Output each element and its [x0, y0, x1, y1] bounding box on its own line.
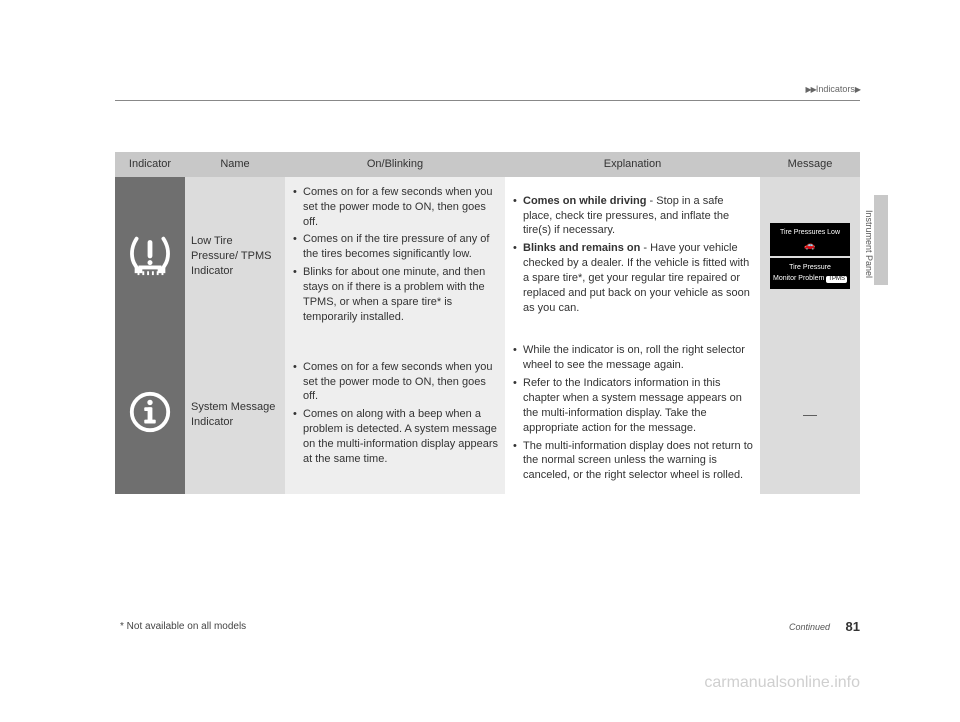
tpms-icon: [127, 231, 173, 277]
side-tab: [874, 195, 888, 285]
col-header-name: Name: [185, 152, 285, 177]
list-item: Comes on if the tire pressure of any of …: [293, 232, 499, 262]
tpms-label-icon: TPMS: [826, 276, 847, 283]
col-header-message: Message: [760, 152, 860, 177]
car-icon: 🚗: [772, 240, 848, 251]
chevron-icon: ▶▶: [806, 85, 816, 94]
col-header-explanation: Explanation: [505, 152, 760, 177]
message-box-monitor-problem: Tire Pressure Monitor Problem TPMS: [770, 258, 850, 289]
list-item: Comes on for a few seconds when you set …: [293, 360, 499, 405]
list-item: The multi-information display does not r…: [513, 439, 754, 484]
list-item: Comes on while driving - Stop in a safe …: [513, 194, 754, 239]
indicators-table: Indicator Name On/Blinking Explanation M…: [115, 152, 860, 494]
explanation-cell: While the indicator is on, roll the righ…: [505, 335, 760, 494]
table-header-row: Indicator Name On/Blinking Explanation M…: [115, 152, 860, 177]
list-item: While the indicator is on, roll the righ…: [513, 343, 754, 373]
chevron-icon: ▶: [855, 85, 860, 94]
list-item: Comes on along with a beep when a proble…: [293, 407, 499, 466]
table-row: Low Tire Pressure/ TPMS Indicator Comes …: [115, 177, 860, 336]
continued-label: Continued: [789, 622, 830, 632]
col-header-onblinking: On/Blinking: [285, 152, 505, 177]
message-box-low-pressure: Tire Pressures Low 🚗: [770, 223, 850, 256]
name-cell: Low Tire Pressure/ TPMS Indicator: [185, 177, 285, 336]
breadcrumb: ▶▶Indicators▶: [806, 84, 861, 94]
no-message-dash: —: [803, 406, 817, 422]
list-item: Comes on for a few seconds when you set …: [293, 185, 499, 230]
list-item: Blinks and remains on - Have your vehicl…: [513, 241, 754, 315]
header-rule: [115, 100, 860, 101]
list-item: Blinks for about one minute, and then st…: [293, 265, 499, 324]
message-cell: —: [760, 335, 860, 494]
table-row: System Message Indicator Comes on for a …: [115, 335, 860, 494]
onblinking-cell: Comes on for a few seconds when you set …: [285, 335, 505, 494]
name-cell: System Message Indicator: [185, 335, 285, 494]
watermark: carmanualsonline.info: [704, 674, 860, 692]
explanation-cell: Comes on while driving - Stop in a safe …: [505, 177, 760, 336]
section-label: Instrument Panel: [864, 210, 874, 278]
indicator-cell-tpms: [115, 177, 185, 336]
page-number: 81: [846, 619, 860, 634]
message-cell: Tire Pressures Low 🚗 Tire Pressure Monit…: [760, 177, 860, 336]
indicator-cell-info: [115, 335, 185, 494]
info-icon: [127, 389, 173, 435]
footnote: * Not available on all models: [120, 621, 246, 632]
col-header-indicator: Indicator: [115, 152, 185, 177]
onblinking-cell: Comes on for a few seconds when you set …: [285, 177, 505, 336]
list-item: Refer to the Indicators information in t…: [513, 376, 754, 435]
